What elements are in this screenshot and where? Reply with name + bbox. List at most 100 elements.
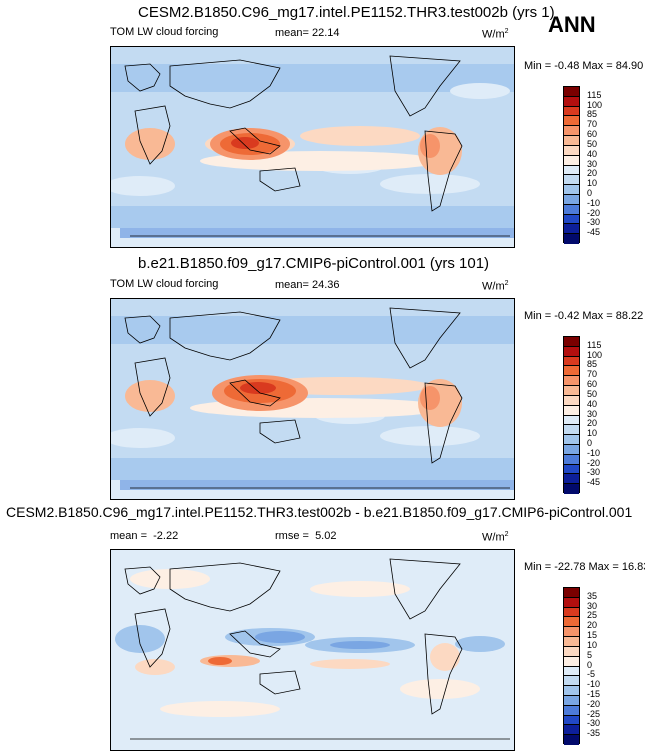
colorbar-tick-label: -10 (587, 197, 601, 208)
colorbar-tick-label: 30 (587, 158, 598, 169)
colorbar-tick-label: -30 (587, 217, 601, 228)
colorbar-tick-label: 85 (587, 109, 598, 120)
season-label: ANN (548, 12, 596, 37)
colorbar-cell (564, 126, 579, 137)
colorbar-tick-label: 115 (587, 89, 602, 100)
panel-3-mean-value: -2.22 (153, 530, 179, 542)
colorbar-tick-label: -45 (587, 477, 601, 488)
panel-1-coastlines (124, 55, 510, 237)
colorbar-cell (564, 425, 579, 436)
panel-2-map-field (110, 298, 515, 500)
colorbar-cell (564, 204, 579, 215)
colorbar-cell (564, 617, 579, 628)
colorbar-cell (564, 705, 579, 716)
colorbar-tick-label: 85 (587, 359, 598, 370)
colorbar-tick-label: 30 (587, 408, 598, 419)
colorbar-cell (564, 474, 579, 485)
colorbar-cell (564, 155, 579, 166)
colorbar-tick-label: 50 (587, 138, 598, 149)
colorbar-tick-label: 50 (587, 388, 598, 399)
panel-1-minmax: Min = -0.48 Max = 84.90 (524, 60, 644, 72)
colorbar-tick-label: 5 (587, 649, 593, 660)
colorbar-cell (564, 136, 579, 146)
panel-1-units-base: W/m (482, 28, 505, 41)
panel-2-units-base: W/m (482, 280, 505, 293)
panel-3-rmse: rmse = 5.02 (275, 531, 336, 542)
colorbar-cell (564, 175, 579, 186)
colorbar-cell (564, 725, 579, 736)
colorbar-tick-label: 20 (587, 168, 598, 179)
colorbar-tick-label: -10 (587, 679, 601, 690)
panel-1-mean-label: mean= (275, 27, 309, 39)
colorbar-cell (564, 96, 579, 107)
panel-2-variable: TOM LW cloud forcing (110, 278, 219, 290)
colorbar-cell (564, 715, 579, 726)
panel-3-colorbar (563, 587, 580, 745)
colorbar-cell (564, 376, 579, 387)
panel-1-title: CESM2.B1850.C96_mg17.intel.PE1152.THR3.t… (138, 4, 555, 21)
colorbar-cell (564, 366, 579, 377)
colorbar-cell (564, 676, 579, 687)
colorbar-tick-label: 40 (587, 398, 598, 409)
panel-1-map (110, 46, 515, 248)
colorbar-cell (564, 435, 579, 445)
colorbar-cell (564, 444, 579, 455)
colorbar-cell (564, 106, 579, 117)
colorbar-cell (564, 454, 579, 465)
colorbar-cell (564, 656, 579, 667)
colorbar-cell (564, 637, 579, 647)
colorbar-tick-label: 0 (587, 659, 593, 670)
colorbar-cell (564, 337, 579, 347)
panel-2-coastlines (124, 307, 510, 489)
colorbar-cell (564, 224, 579, 235)
colorbar-tick-label: -20 (587, 698, 601, 709)
colorbar-cell (564, 194, 579, 205)
colorbar-tick-label: 20 (587, 418, 598, 429)
colorbar-cell (564, 735, 579, 745)
colorbar-tick-label: 10 (587, 639, 598, 650)
panel-3-units-base: W/m (482, 531, 505, 544)
panel-2-title: b.e21.B1850.f09_g17.CMIP6-piControl.001 … (138, 255, 490, 272)
colorbar-tick-label: -20 (587, 457, 601, 468)
colorbar-tick-label: 30 (587, 600, 598, 611)
panel-3-mean-label: mean = (110, 530, 147, 542)
panel-3-minmax: Min = -22.78 Max = 16.83 (524, 561, 645, 573)
colorbar-cell (564, 386, 579, 396)
colorbar-cell (564, 214, 579, 225)
colorbar-tick-label: -30 (587, 467, 601, 478)
panel-1-map-field (110, 46, 515, 248)
colorbar-cell (564, 484, 579, 494)
panel-3-mean: mean = -2.22 (110, 531, 178, 542)
colorbar-cell (564, 686, 579, 696)
colorbar-cell (564, 415, 579, 426)
colorbar-tick-label: 10 (587, 428, 598, 439)
colorbar-cell (564, 145, 579, 156)
colorbar-tick-label: 100 (587, 99, 603, 110)
panel-1-colorbar (563, 86, 580, 244)
panel-2-units: W/m2 (482, 280, 509, 293)
colorbar-tick-label: 0 (587, 187, 593, 198)
colorbar-tick-label: -25 (587, 708, 601, 719)
colorbar-cell (564, 356, 579, 367)
colorbar-tick-label: 15 (587, 630, 598, 641)
colorbar-tick-label: 100 (587, 349, 603, 360)
colorbar-tick-label: -45 (587, 227, 601, 238)
colorbar-cell (564, 346, 579, 357)
colorbar-tick-label: 40 (587, 148, 598, 159)
panel-1-mean-value: 22.14 (312, 27, 340, 39)
colorbar-tick-label: -5 (587, 669, 596, 680)
colorbar-cell (564, 116, 579, 127)
panel-3-rmse-label: rmse = (275, 530, 309, 542)
colorbar-tick-label: 25 (587, 610, 598, 621)
colorbar-tick-label: -20 (587, 207, 601, 218)
colorbar-tick-label: 70 (587, 369, 598, 380)
colorbar-tick-label: 0 (587, 437, 593, 448)
colorbar-cell (564, 185, 579, 195)
colorbar-tick-label: 115 (587, 339, 602, 350)
colorbar-cell (564, 395, 579, 406)
colorbar-cell (564, 695, 579, 706)
panel-3-map (110, 549, 515, 751)
panel-1-variable: TOM LW cloud forcing (110, 26, 219, 38)
colorbar-tick-label: -10 (587, 447, 601, 458)
panel-2-minmax: Min = -0.42 Max = 88.22 (524, 310, 644, 322)
